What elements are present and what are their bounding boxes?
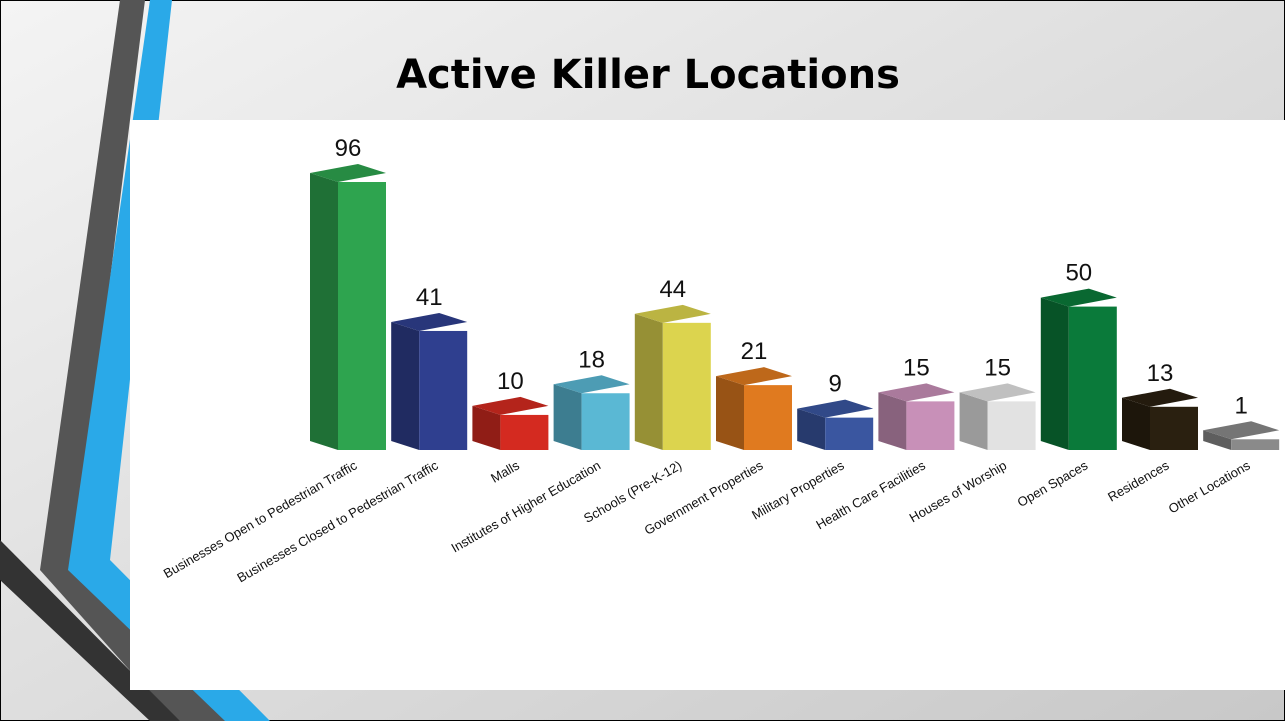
value-label: 96: [335, 135, 362, 162]
bar-side: [310, 173, 338, 450]
bar: [338, 182, 386, 450]
bar-side: [878, 392, 907, 450]
value-label: 9: [829, 371, 842, 398]
bar: [500, 414, 549, 450]
bar-side: [1122, 397, 1150, 450]
bar-side: [959, 392, 988, 450]
stripe-dark: [40, 0, 230, 721]
bar: [581, 393, 630, 450]
value-label: 15: [984, 354, 1011, 381]
bar-side: [391, 321, 420, 450]
value-label: 41: [416, 284, 443, 311]
bar: [1068, 306, 1117, 450]
bar-side: [1203, 430, 1232, 450]
bar-top: [1040, 288, 1117, 307]
bar-top: [472, 396, 549, 415]
value-label: 13: [1147, 360, 1174, 387]
bar-side: [797, 408, 826, 450]
value-label: 15: [903, 354, 930, 381]
value-label: 50: [1065, 260, 1092, 287]
value-label: 18: [578, 346, 605, 373]
bar-side: [1040, 297, 1069, 450]
value-label: 44: [659, 276, 686, 303]
bar-top: [310, 164, 386, 182]
bar: [744, 385, 792, 450]
bar-side: [716, 376, 744, 450]
bar: [1150, 406, 1198, 450]
bar-side: [634, 313, 663, 450]
bar-top: [553, 375, 630, 394]
chart-title: Active Killer Locations: [396, 52, 900, 98]
bar-top: [959, 383, 1036, 402]
bar-top: [634, 304, 711, 323]
bar-top: [797, 399, 874, 418]
bar-top: [716, 367, 792, 386]
bar: [906, 401, 955, 450]
value-label: 10: [497, 368, 524, 395]
stripe-blue: [68, 0, 270, 721]
bar-top: [878, 383, 955, 402]
bar: [825, 417, 874, 450]
bar: [662, 322, 711, 450]
value-label: 21: [741, 338, 768, 365]
bar: [419, 330, 468, 450]
bar-side: [553, 384, 582, 450]
bar: [987, 401, 1036, 450]
value-label: 1: [1235, 392, 1248, 419]
bar: [1231, 439, 1280, 450]
bar-side: [472, 405, 501, 450]
bar-top: [1203, 421, 1280, 440]
bar-top: [1122, 388, 1198, 407]
bar-top: [391, 312, 468, 331]
